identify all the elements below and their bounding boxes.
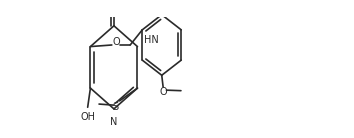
Text: HN: HN (144, 35, 159, 45)
Text: O: O (113, 37, 120, 47)
Text: O: O (159, 87, 167, 97)
Text: O: O (110, 0, 118, 2)
Text: OH: OH (80, 112, 95, 122)
Text: N: N (110, 117, 118, 127)
Text: S: S (113, 102, 119, 112)
